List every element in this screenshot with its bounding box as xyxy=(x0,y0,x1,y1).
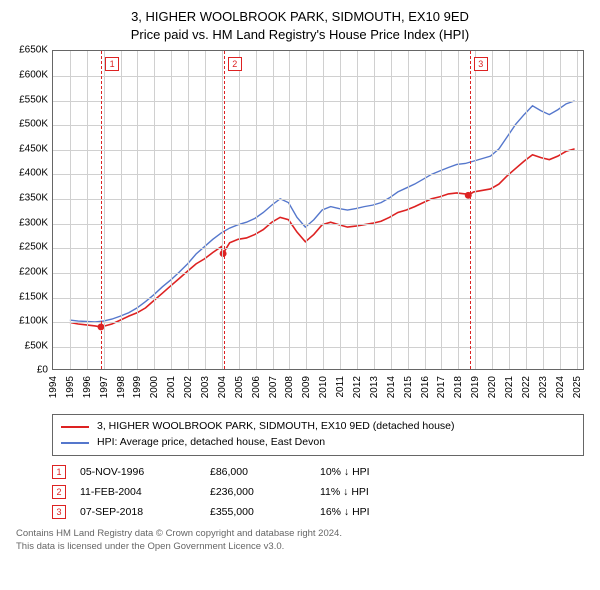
event-price-2: £236,000 xyxy=(210,486,320,498)
title-line-1: 3, HIGHER WOOLBROOK PARK, SIDMOUTH, EX10… xyxy=(8,8,592,26)
event-num-3: 3 xyxy=(52,505,66,519)
legend-swatch-1 xyxy=(61,426,89,428)
chart-container: £0£50K£100K£150K£200K£250K£300K£350K£400… xyxy=(8,50,592,410)
legend-box: 3, HIGHER WOOLBROOK PARK, SIDMOUTH, EX10… xyxy=(52,414,584,456)
y-axis: £0£50K£100K£150K£200K£250K£300K£350K£400… xyxy=(8,50,50,370)
event-date-2: 11-FEB-2004 xyxy=(80,486,210,498)
event-date-3: 07-SEP-2018 xyxy=(80,506,210,518)
event-num-2: 2 xyxy=(52,485,66,499)
event-delta-2: 11% ↓ HPI xyxy=(320,486,369,498)
event-price-3: £355,000 xyxy=(210,506,320,518)
legend-label-1: 3, HIGHER WOOLBROOK PARK, SIDMOUTH, EX10… xyxy=(97,419,455,435)
chart-title-block: 3, HIGHER WOOLBROOK PARK, SIDMOUTH, EX10… xyxy=(8,8,592,44)
footer: Contains HM Land Registry data © Crown c… xyxy=(16,528,592,554)
event-delta-1: 10% ↓ HPI xyxy=(320,466,370,478)
event-row-2: 2 11-FEB-2004 £236,000 11% ↓ HPI xyxy=(52,482,584,502)
plot-area: 123 xyxy=(52,50,584,370)
title-line-2: Price paid vs. HM Land Registry's House … xyxy=(8,26,592,44)
footer-line-2: This data is licensed under the Open Gov… xyxy=(16,541,592,554)
footer-line-1: Contains HM Land Registry data © Crown c… xyxy=(16,528,592,541)
event-row-1: 1 05-NOV-1996 £86,000 10% ↓ HPI xyxy=(52,462,584,482)
legend-row-2: HPI: Average price, detached house, East… xyxy=(61,435,575,451)
legend-row-1: 3, HIGHER WOOLBROOK PARK, SIDMOUTH, EX10… xyxy=(61,419,575,435)
legend-swatch-2 xyxy=(61,442,89,444)
event-delta-3: 16% ↓ HPI xyxy=(320,506,370,518)
events-table: 1 05-NOV-1996 £86,000 10% ↓ HPI 2 11-FEB… xyxy=(52,462,584,522)
event-date-1: 05-NOV-1996 xyxy=(80,466,210,478)
event-price-1: £86,000 xyxy=(210,466,320,478)
event-num-1: 1 xyxy=(52,465,66,479)
event-row-3: 3 07-SEP-2018 £355,000 16% ↓ HPI xyxy=(52,502,584,522)
x-axis: 1994199519961997199819992000200120022003… xyxy=(52,372,584,410)
legend-label-2: HPI: Average price, detached house, East… xyxy=(97,435,325,451)
